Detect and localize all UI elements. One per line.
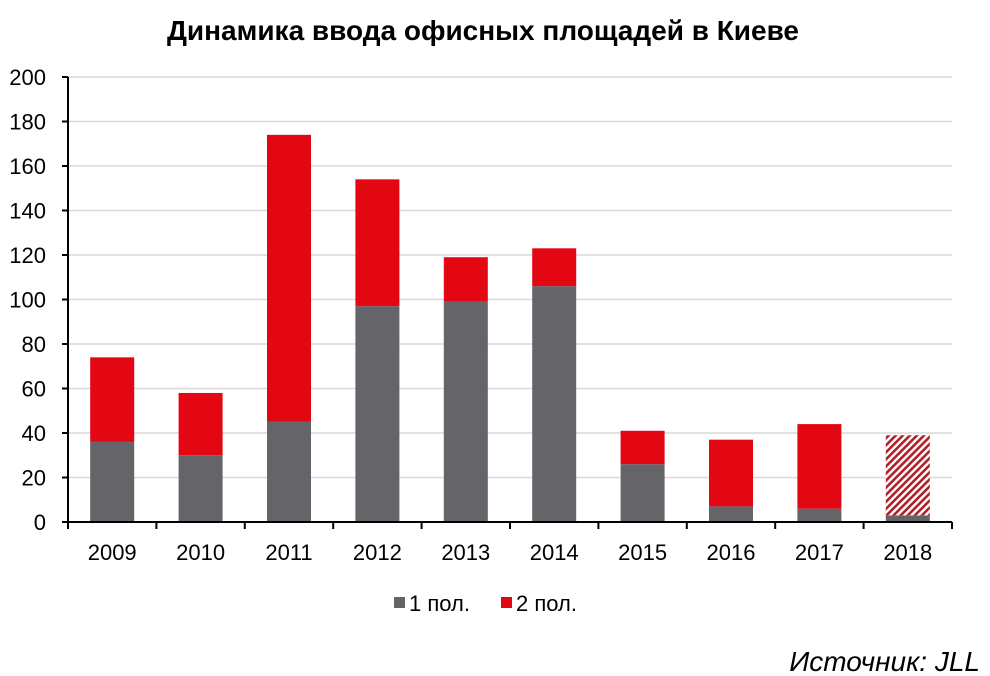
bar-2014-series-1: [532, 286, 577, 522]
bar-2015-series-2: [620, 430, 665, 465]
bar-2011-series-2: [267, 134, 311, 422]
y-tick-label: 20: [22, 466, 46, 491]
y-tick-label: 200: [9, 65, 46, 90]
bar-2010-series-1: [178, 455, 223, 522]
x-tick-label: 2015: [618, 540, 667, 565]
bar-2012-series-2: [355, 179, 400, 307]
bar-2014-series-2: [532, 248, 577, 287]
x-tick-label: 2016: [707, 540, 756, 565]
y-tick-label: 60: [22, 377, 46, 402]
bar-2018-series-2: [885, 435, 930, 516]
bar-2012-series-1: [355, 306, 400, 522]
y-tick-labels: 0 20 40 60 80 100 120 140 160 180 200: [9, 65, 46, 535]
bar-2013-series-1: [443, 301, 488, 522]
bar-2017-series-1: [797, 508, 842, 522]
x-tick-label: 2012: [353, 540, 402, 565]
x-tick-label: 2014: [530, 540, 579, 565]
y-tick-label: 180: [9, 110, 46, 135]
axes: [62, 76, 953, 529]
x-tick-label: 2011: [265, 540, 312, 565]
legend-swatch-series-1: [394, 597, 405, 608]
x-tick-labels: 2009 2010 2011 2012 2013 2014 2015 2016 2017 2018: [88, 540, 933, 565]
x-tick-label: 2013: [441, 540, 490, 565]
bar-2009-series-1: [90, 441, 135, 522]
bar-2017-series-2: [797, 424, 842, 509]
bar-2013-series-2: [443, 257, 488, 302]
y-tick-label: 100: [9, 288, 46, 313]
bars: [90, 134, 930, 522]
y-tick-label: 140: [9, 199, 46, 224]
bar-2010-series-2: [178, 392, 223, 456]
x-tick-label: 2009: [88, 540, 137, 565]
source-label: Источник: JLL: [789, 646, 980, 676]
bar-2011-series-1: [267, 421, 311, 522]
x-tick-label: 2017: [795, 540, 844, 565]
bar-2015-series-1: [620, 464, 665, 522]
bar-2016-series-1: [709, 506, 753, 522]
legend: 1 пол. 2 пол.: [394, 591, 577, 616]
bar-2016-series-2: [709, 439, 753, 507]
legend-swatch-series-2: [501, 597, 512, 608]
y-tick-label: 80: [22, 332, 46, 357]
y-tick-label: 40: [22, 421, 46, 446]
y-tick-label: 160: [9, 154, 46, 179]
bar-2009-series-2: [90, 357, 135, 442]
x-tick-label: 2018: [883, 540, 932, 565]
y-tick-label: 120: [9, 243, 46, 268]
chart-title: Динамика ввода офисных площадей в Киеве: [167, 15, 799, 46]
legend-label-series-1: 1 пол.: [409, 591, 470, 616]
y-tick-label: 0: [34, 510, 46, 535]
x-tick-label: 2010: [176, 540, 225, 565]
legend-label-series-2: 2 пол.: [516, 591, 577, 616]
bar-2018-series-1: [885, 515, 930, 522]
